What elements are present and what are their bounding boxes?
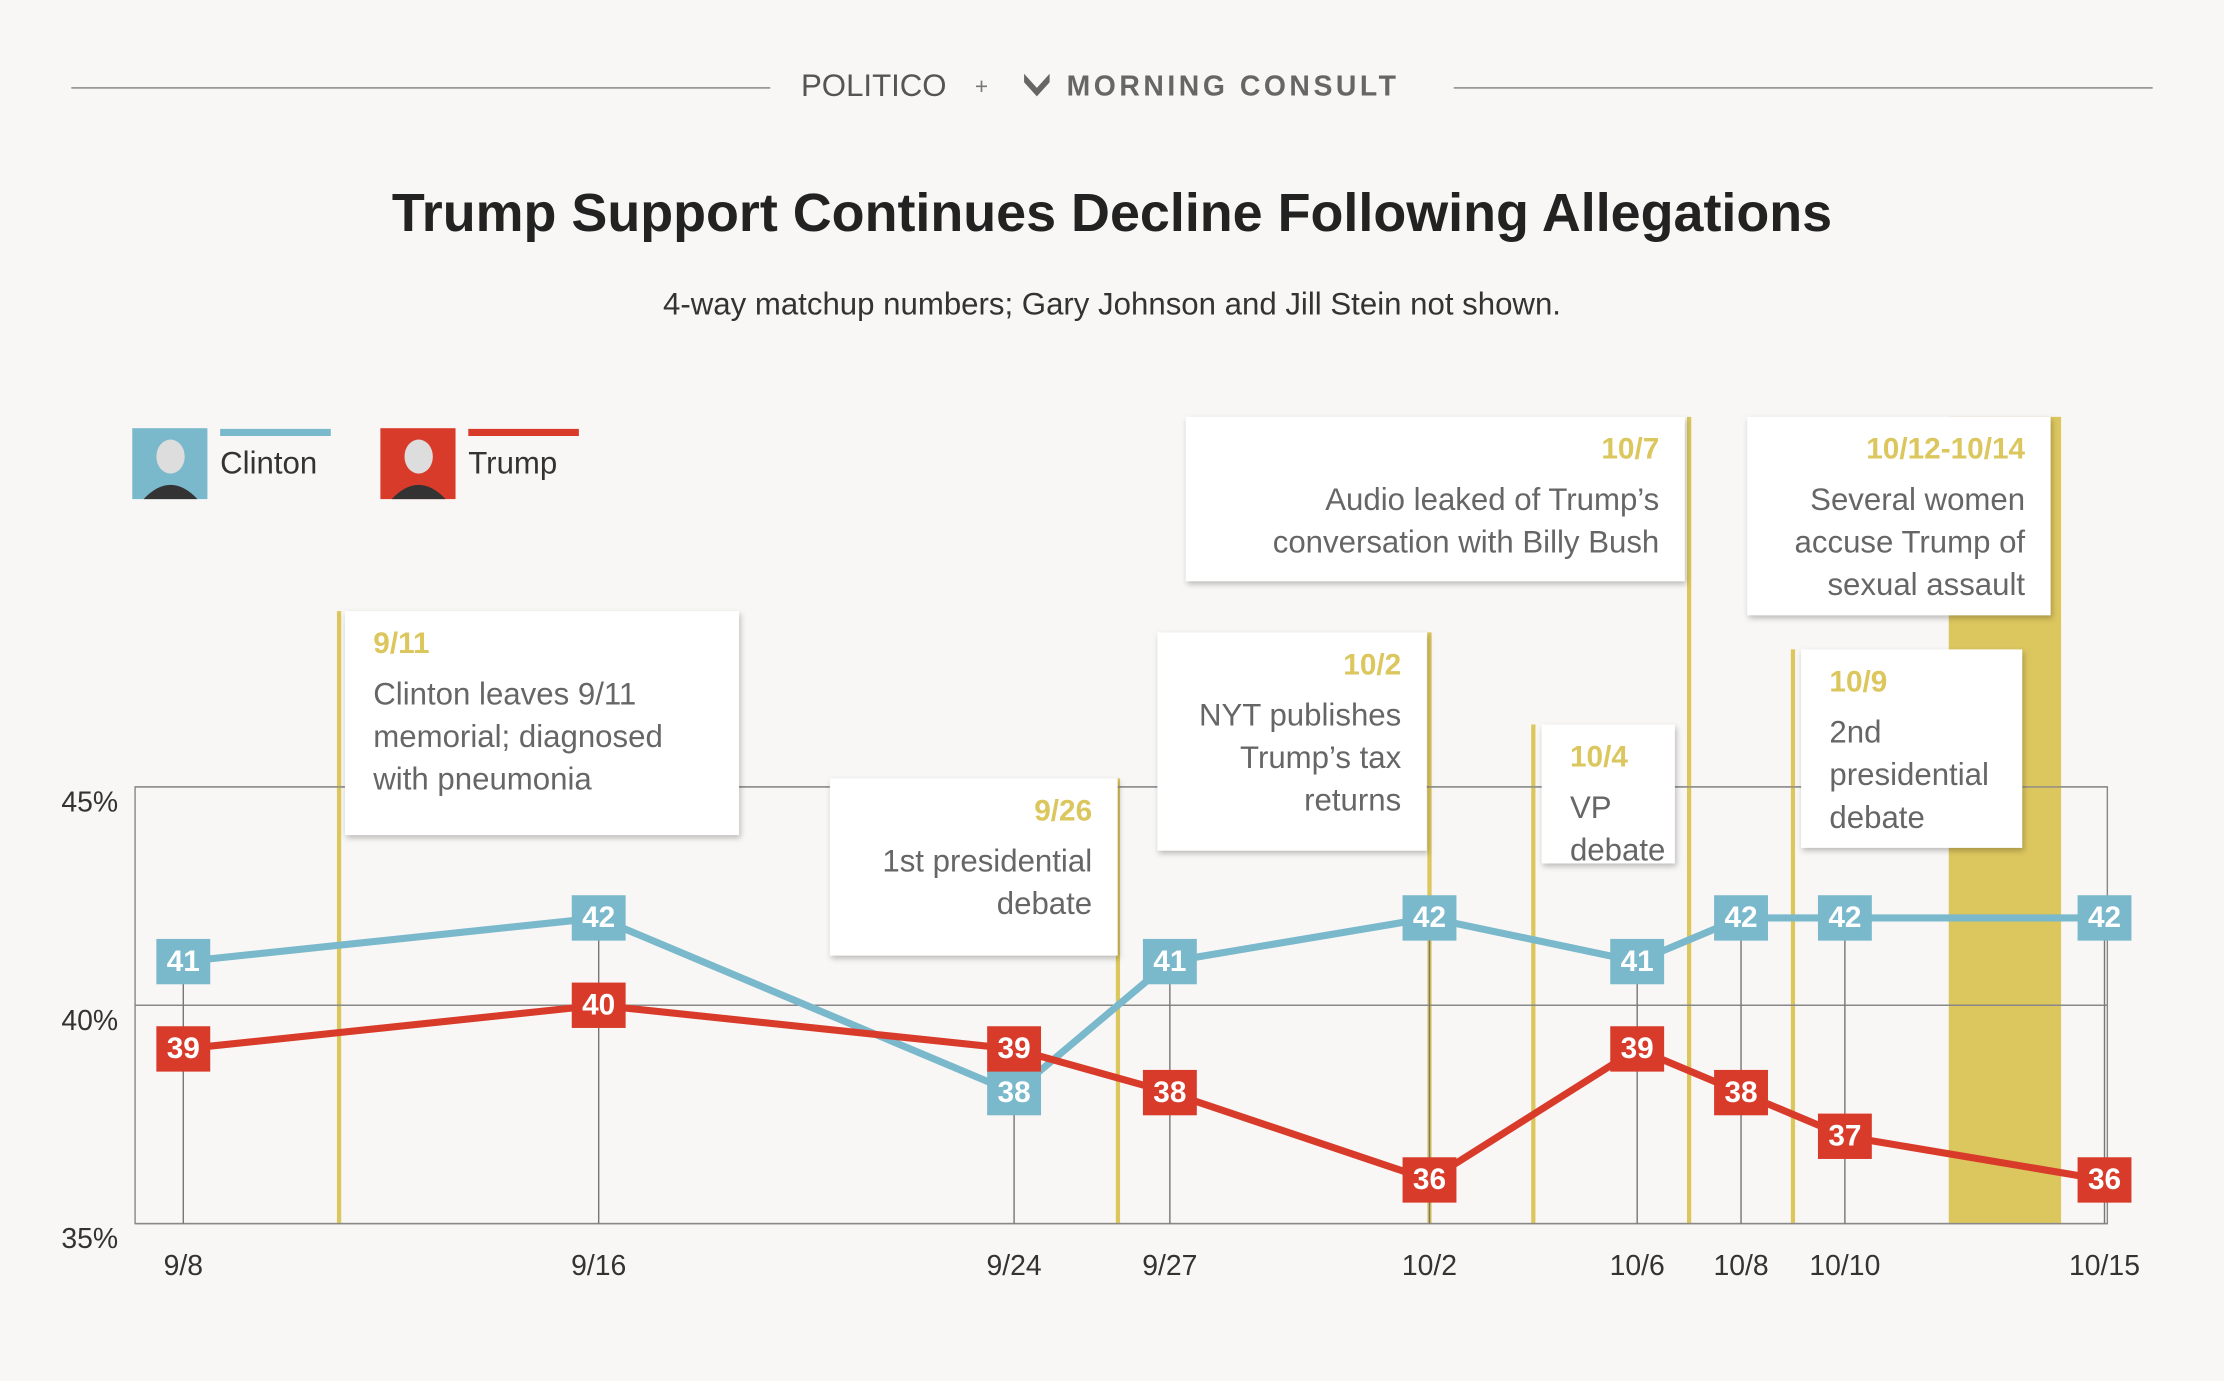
data-label: 39 (998, 1032, 1031, 1065)
legend-label: Clinton (220, 445, 317, 480)
annotation-text: debate (1570, 832, 1665, 867)
point-marker (156, 938, 211, 985)
x-tick-label: 9/27 (1142, 1250, 1197, 1282)
legend-icon-body (391, 484, 446, 500)
y-tick-label: 40% (61, 1005, 118, 1037)
point-marker (1610, 1026, 1665, 1072)
annotation-date: 10/9 (1829, 665, 1887, 698)
data-label: 42 (1724, 901, 1757, 934)
annotation-box (1157, 632, 1427, 851)
x-tick-label: 10/2 (1402, 1250, 1457, 1282)
annotation-text: debate (997, 886, 1092, 921)
chart-title: Trump Support Continues Decline Followin… (392, 183, 1832, 243)
annotation-box (829, 778, 1118, 956)
point-marker (1402, 1157, 1457, 1203)
y-tick-label: 35% (61, 1223, 118, 1255)
x-tick-label: 10/6 (1610, 1250, 1665, 1282)
legend-icon-face (156, 439, 185, 474)
annotation-date: 10/12-10/14 (1866, 433, 2025, 466)
point-marker (987, 1069, 1042, 1116)
annotation-text: debate (1829, 800, 1924, 835)
data-label: 42 (582, 901, 615, 934)
point-marker (1142, 1069, 1197, 1116)
point-marker (2077, 1157, 2132, 1203)
annotation-text: sexual assault (1827, 567, 2025, 602)
data-label: 38 (1724, 1076, 1757, 1109)
point-marker (2077, 895, 2132, 941)
data-label: 42 (1413, 901, 1446, 934)
data-label: 42 (2088, 901, 2121, 934)
annotation-box (1185, 416, 1685, 582)
annotation-text: 2nd (1829, 715, 1881, 750)
point-marker (1817, 895, 1872, 941)
annotation-box (1801, 649, 2023, 848)
data-label: 41 (1153, 945, 1186, 978)
point-marker (987, 1026, 1042, 1072)
point-marker (571, 895, 626, 941)
point-marker (1714, 1069, 1768, 1116)
data-label: 38 (1153, 1076, 1186, 1109)
data-label: 36 (2088, 1163, 2121, 1196)
header-joiner: + (975, 73, 988, 99)
x-tick-label: 10/8 (1713, 1250, 1768, 1282)
annotation-box (1541, 724, 1675, 864)
point-marker (1714, 895, 1768, 941)
annotation-date: 10/4 (1570, 740, 1628, 773)
point-marker (1817, 1113, 1872, 1159)
annotation-text: with pneumonia (372, 761, 592, 796)
point-marker (1142, 938, 1197, 985)
point-marker (1610, 938, 1665, 985)
annotation-text: 1st presidential (882, 844, 1092, 879)
data-label: 37 (1828, 1120, 1861, 1153)
legend-icon-face (404, 439, 433, 474)
annotation-text: conversation with Billy Bush (1273, 525, 1660, 560)
point-marker (156, 1026, 211, 1072)
chart-subtitle: 4-way matchup numbers; Gary Johnson and … (663, 286, 1561, 321)
annotation-text: accuse Trump of (1795, 525, 2026, 560)
data-label: 41 (167, 945, 200, 978)
annotation-text: Several women (1810, 482, 2025, 517)
annotation-text: NYT publishes (1199, 698, 1401, 733)
annotation-text: returns (1304, 783, 1401, 818)
legend-label: Trump (468, 445, 557, 480)
legend-icon-body (143, 484, 198, 500)
data-label: 40 (582, 989, 615, 1022)
data-label: 41 (1621, 945, 1654, 978)
data-label: 39 (1621, 1032, 1654, 1065)
annotation-text: Audio leaked of Trump’s (1325, 482, 1659, 517)
header-brand: MORNING CONSULT (1067, 70, 1400, 102)
annotation-date: 9/26 (1034, 794, 1092, 827)
annotation-box (1747, 416, 2051, 616)
annotation-date: 9/11 (373, 627, 429, 660)
brand-icon (1024, 73, 1050, 97)
annotation-text: memorial; diagnosed (373, 719, 663, 754)
x-tick-label: 9/16 (571, 1250, 626, 1282)
annotation-date: 10/7 (1601, 433, 1659, 466)
annotation-text: VP (1570, 790, 1612, 825)
annotation-box (344, 611, 740, 836)
point-marker (1402, 895, 1457, 941)
annotation-date: 10/2 (1343, 648, 1401, 681)
header-brand: POLITICO (801, 68, 947, 103)
data-label: 38 (998, 1076, 1031, 1109)
annotation-text: presidential (1829, 757, 1989, 792)
x-tick-label: 10/10 (1809, 1250, 1880, 1282)
data-label: 39 (167, 1032, 200, 1065)
x-tick-label: 9/24 (987, 1250, 1042, 1282)
x-tick-label: 10/15 (2069, 1250, 2140, 1282)
x-tick-label: 9/8 (164, 1250, 203, 1282)
point-marker (571, 982, 626, 1028)
data-label: 42 (1828, 901, 1861, 934)
y-tick-label: 45% (61, 786, 118, 818)
data-label: 36 (1413, 1163, 1446, 1196)
annotation-text: Clinton leaves 9/11 (373, 676, 636, 711)
annotation-text: Trump’s tax (1240, 740, 1402, 775)
